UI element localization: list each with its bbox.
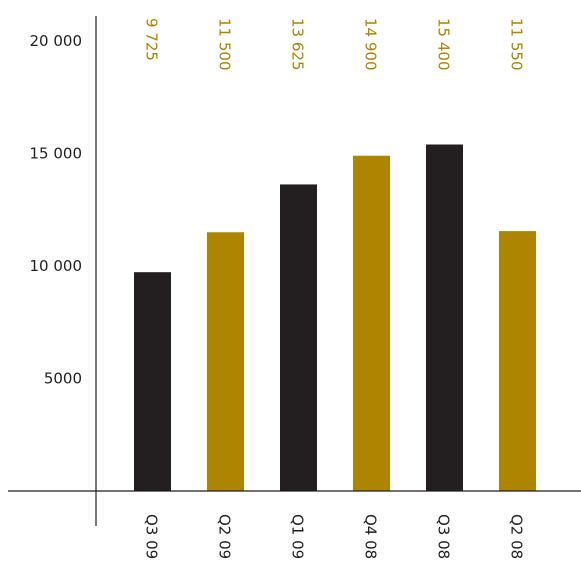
category-label-6: Q2 08 (508, 514, 526, 559)
data-label-2: 11 500 (216, 18, 234, 71)
data-label-1: 9 725 (143, 18, 161, 61)
category-label-2: Q2 09 (216, 514, 234, 559)
bar-6 (499, 231, 536, 491)
bars-group (134, 144, 536, 491)
bar-2 (207, 232, 244, 491)
y-tick-label-4: 20 000 (30, 32, 83, 50)
category-label-4: Q4 08 (362, 514, 380, 559)
y-tick-label-3: 15 000 (30, 145, 83, 163)
y-tick-label-2: 10 000 (30, 257, 83, 275)
data-label-6: 11 550 (508, 18, 526, 71)
category-label-1: Q3 09 (143, 514, 161, 559)
category-label-5: Q3 08 (435, 514, 453, 559)
data-labels: 9 725 11 500 13 625 14 900 15 400 11 550 (143, 18, 526, 71)
bar-3 (280, 184, 317, 491)
y-tick-label-1: 5000 (44, 370, 82, 388)
category-label-3: Q1 09 (289, 514, 307, 559)
bar-4 (353, 155, 390, 491)
bar-1 (134, 272, 171, 491)
y-tick-labels: 5000 10 000 15 000 20 000 (30, 32, 83, 388)
data-label-4: 14 900 (362, 18, 380, 71)
axes-group (8, 16, 581, 526)
bar-5 (426, 144, 463, 491)
data-label-5: 15 400 (435, 18, 453, 71)
category-labels: Q3 09 Q2 09 Q1 09 Q4 08 Q3 08 Q2 08 (143, 514, 526, 559)
data-label-3: 13 625 (289, 18, 307, 71)
